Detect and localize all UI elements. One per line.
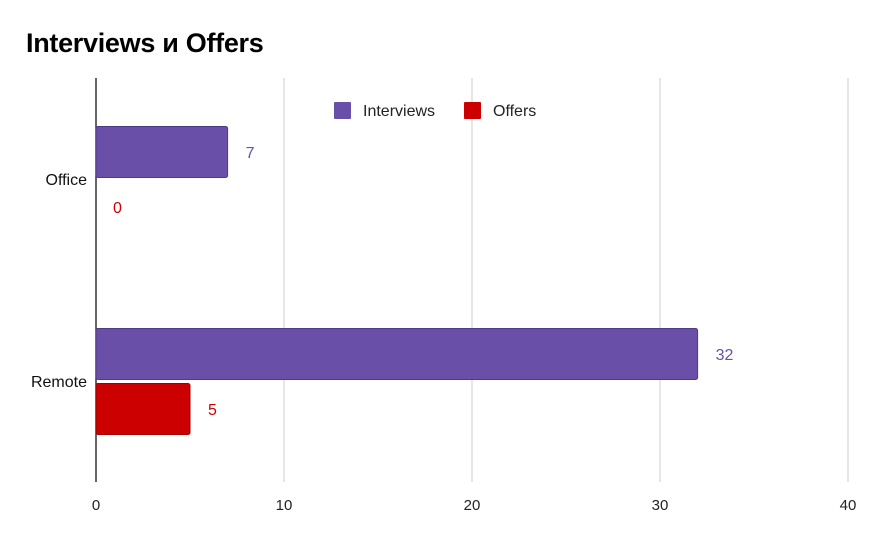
- legend-label: Offers: [493, 103, 536, 120]
- category-label: Remote: [31, 374, 87, 391]
- data-label: 7: [246, 145, 255, 162]
- data-label: 5: [208, 402, 217, 419]
- x-tick-label: 40: [840, 497, 857, 514]
- x-tick-label: 20: [464, 497, 481, 514]
- bars: [95, 126, 699, 435]
- data-label: 0: [113, 200, 122, 217]
- legend-swatch: [334, 102, 351, 119]
- x-tick-label: 10: [276, 497, 293, 514]
- legend-entry: Offers: [464, 102, 536, 120]
- legend-entry: Interviews: [334, 102, 435, 120]
- gridlines: [283, 78, 849, 482]
- bar: [95, 328, 699, 380]
- legend: Interviews Offers: [334, 102, 536, 120]
- legend-label: Interviews: [363, 103, 435, 120]
- x-tick-label: 0: [92, 497, 100, 514]
- data-labels: 7 0 32 5: [113, 145, 733, 419]
- x-tick-label: 30: [652, 497, 669, 514]
- chart-title: Interviews и Offers: [26, 28, 264, 58]
- category-labels: Office Remote: [31, 172, 87, 391]
- category-label: Office: [46, 172, 88, 189]
- bar: [95, 126, 229, 178]
- data-label: 32: [716, 347, 734, 364]
- legend-swatch: [464, 102, 481, 119]
- bar: [95, 383, 191, 435]
